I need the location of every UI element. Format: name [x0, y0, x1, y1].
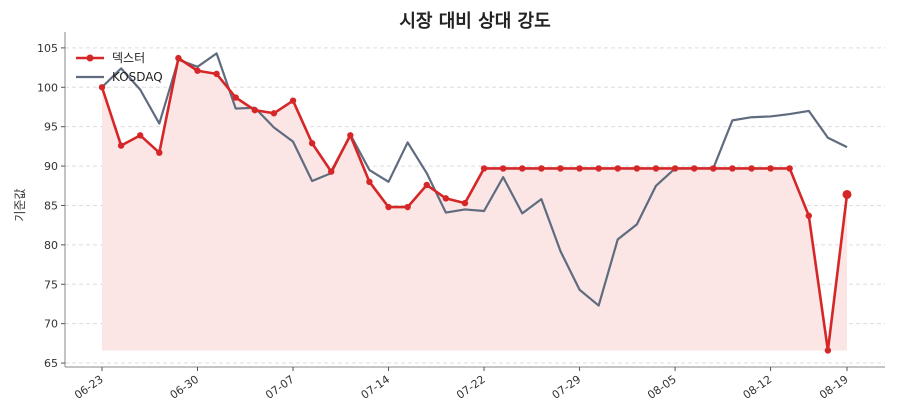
point-dexter-34	[748, 165, 755, 172]
legend-label-dexter: 덱스터	[112, 51, 145, 65]
point-dexter-36	[786, 165, 793, 172]
y-axis-label: 기준값	[13, 188, 27, 221]
point-dexter-8	[251, 106, 259, 114]
line-kosdaq	[101, 52, 848, 307]
shaded-area	[102, 58, 847, 351]
x-tick-07-22: 07-22	[454, 373, 488, 402]
point-dexter-28	[633, 165, 641, 172]
x-tick-08-19: 08-19	[817, 373, 851, 402]
x-tick-08-12: 08-12	[741, 373, 775, 402]
point-dexter-6	[213, 70, 220, 78]
legend: 덱스터 KOSDAQ	[76, 51, 163, 84]
y-tick-75: 75	[44, 278, 58, 291]
point-dexter-15	[385, 203, 392, 211]
y-tick-65: 65	[44, 357, 58, 370]
point-dexter-1	[117, 142, 125, 149]
point-dexter-16	[404, 203, 411, 211]
point-dexter-19	[461, 199, 469, 207]
y-tick-85: 85	[44, 199, 58, 212]
y-tick-90: 90	[44, 160, 58, 173]
x-tick-08-05: 08-05	[645, 373, 679, 402]
axes	[64, 32, 885, 368]
point-dexter-20	[480, 165, 488, 172]
line-dexter	[100, 56, 849, 352]
x-tick-07-29: 07-29	[550, 373, 584, 402]
point-dexter-39	[842, 189, 852, 199]
point-dexter-38	[824, 347, 832, 354]
point-dexter-5	[194, 67, 201, 74]
y-tick-labels: 65 70 75 80 85 90 95 100 105	[37, 42, 65, 370]
series-lines	[100, 52, 849, 352]
point-dexter-7	[232, 94, 239, 101]
x-tick-07-14: 07-14	[359, 373, 393, 402]
x-tick-06-23: 06-23	[72, 373, 106, 402]
point-dexter-31	[690, 165, 698, 172]
legend-label-kosdaq: KOSDAQ	[112, 70, 163, 84]
legend-marker-dexter	[86, 54, 94, 62]
point-dexter-9	[270, 110, 278, 117]
point-dexter-4	[175, 54, 182, 62]
y-tick-105: 105	[37, 42, 58, 55]
y-tick-80: 80	[44, 239, 58, 252]
y-tick-95: 95	[44, 121, 58, 134]
point-dexter-33	[729, 165, 736, 172]
point-dexter-13	[347, 132, 354, 139]
point-dexter-2	[137, 132, 144, 139]
point-dexter-37	[805, 212, 812, 219]
x-tick-07-07: 07-07	[263, 373, 297, 402]
point-dexter-30	[671, 165, 679, 172]
point-dexter-26	[595, 165, 602, 172]
point-dexter-11	[308, 140, 316, 147]
point-dexter-22	[519, 165, 526, 172]
series-points	[98, 54, 852, 354]
point-dexter-35	[767, 165, 774, 172]
point-dexter-29	[652, 165, 660, 172]
point-dexter-21	[499, 165, 507, 172]
point-dexter-24	[557, 165, 564, 172]
point-dexter-18	[442, 195, 450, 202]
y-tick-100: 100	[37, 81, 58, 94]
point-dexter-32	[710, 165, 717, 172]
point-dexter-25	[576, 165, 583, 172]
point-dexter-23	[538, 165, 545, 172]
point-dexter-10	[289, 97, 297, 104]
point-dexter-0	[98, 84, 106, 91]
y-tick-70: 70	[44, 318, 58, 331]
point-dexter-12	[328, 168, 335, 175]
x-tick-06-30: 06-30	[168, 373, 202, 402]
point-dexter-14	[366, 178, 373, 186]
point-dexter-17	[423, 181, 430, 189]
chart-title: 시장 대비 상대 강도	[399, 11, 550, 32]
point-dexter-27	[614, 165, 621, 172]
area-fill-dexter	[102, 58, 847, 351]
x-tick-labels: 06-23 06-30 07-07 07-14 07-22 07-29 08-05 08-12…	[72, 367, 851, 402]
point-dexter-3	[156, 149, 163, 156]
